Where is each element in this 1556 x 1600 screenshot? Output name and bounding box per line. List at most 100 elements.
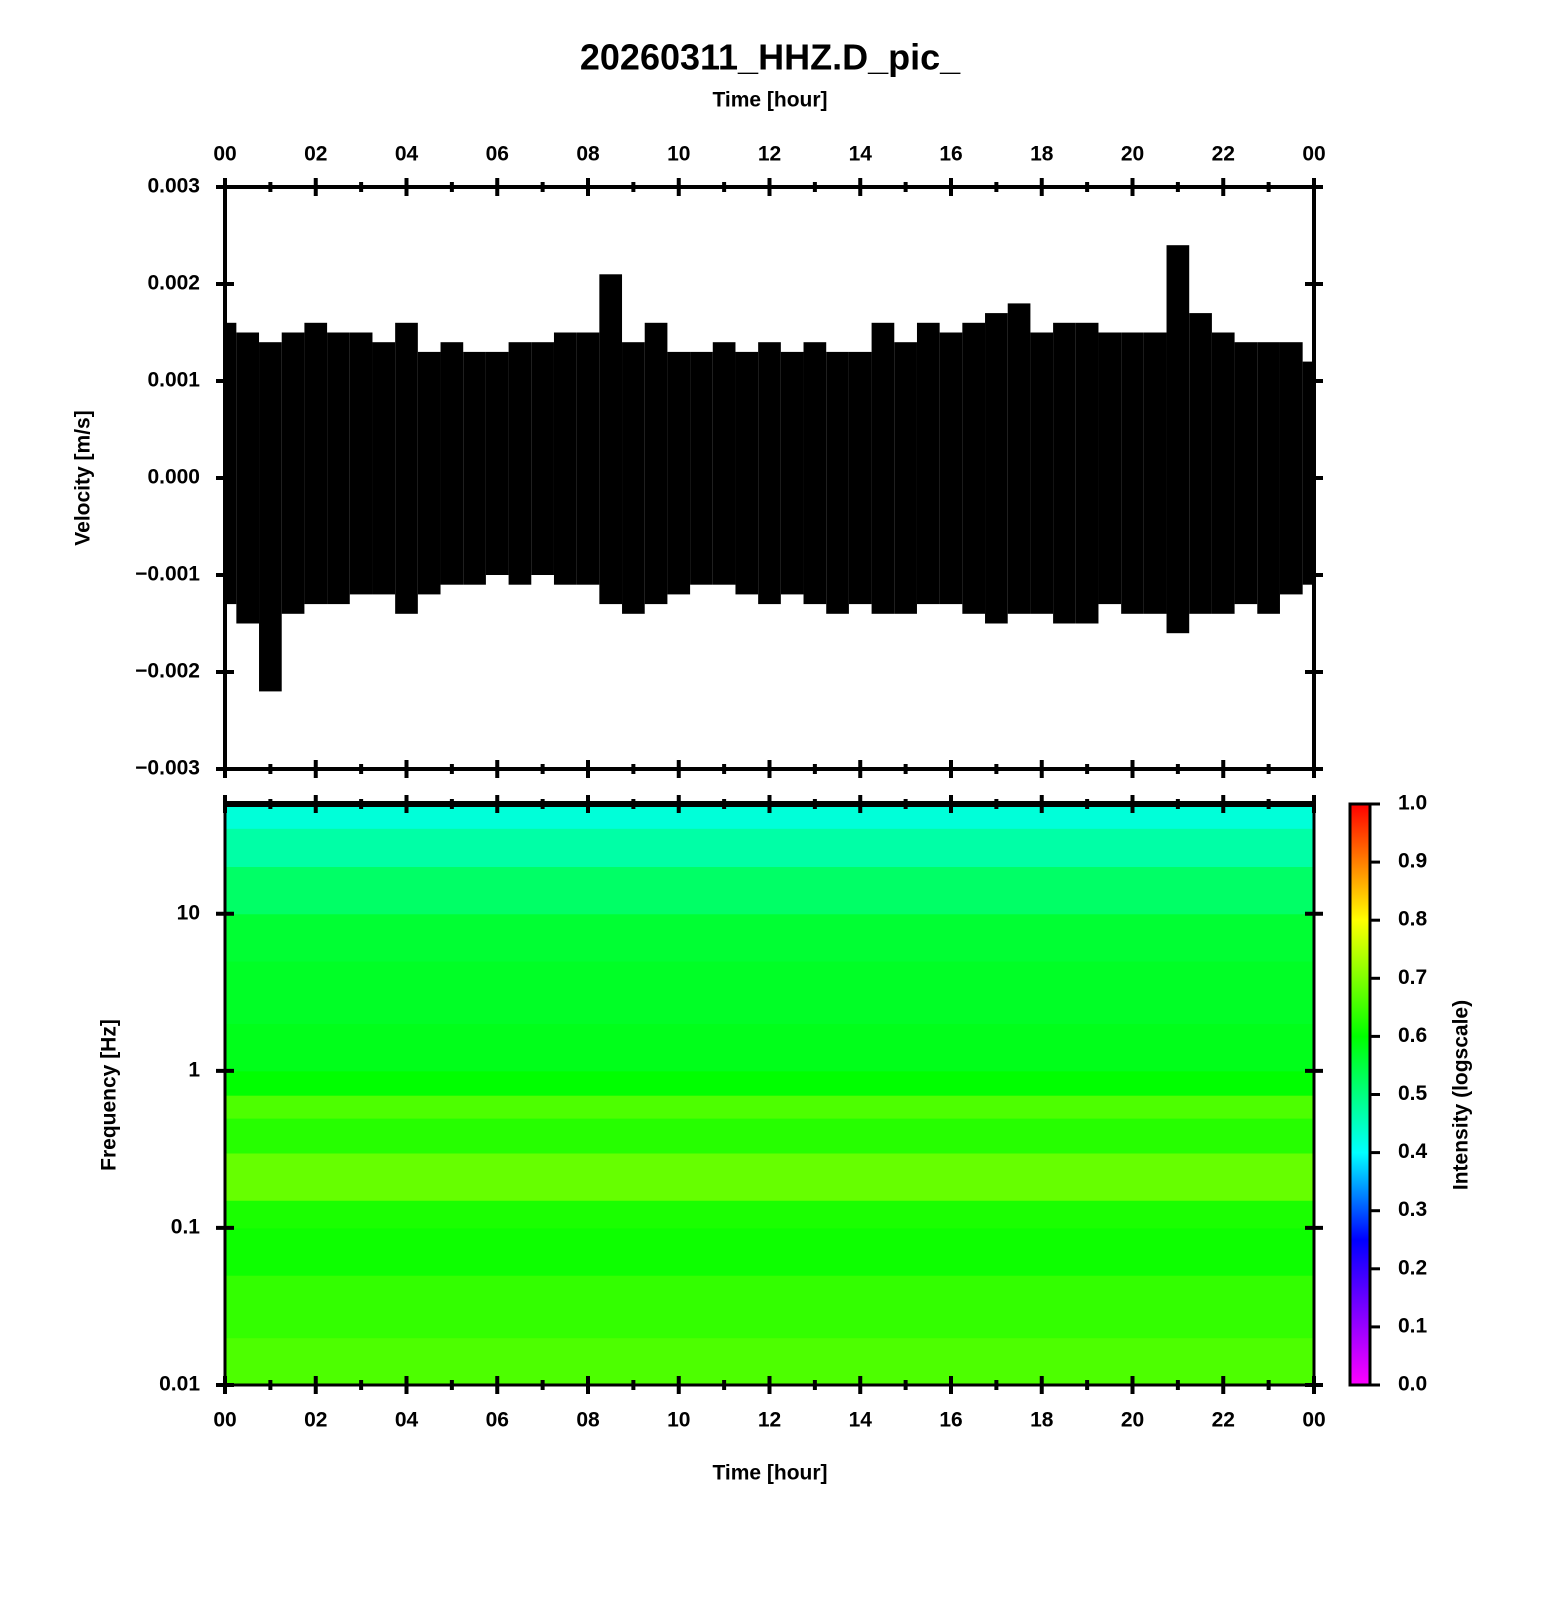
waveform-envelope xyxy=(372,342,396,595)
y-tick-label: 0.002 xyxy=(147,272,200,295)
waveform-envelope xyxy=(259,342,282,692)
x-tick-label: 16 xyxy=(939,1409,962,1432)
waveform-envelope xyxy=(1143,332,1167,614)
waveform-envelope xyxy=(1234,342,1258,605)
waveform-envelope xyxy=(758,342,781,605)
waveform-envelope xyxy=(826,351,849,614)
x-tick-label: 06 xyxy=(486,1409,509,1432)
x-tick-label: 20 xyxy=(1121,1409,1144,1432)
colorbar-tick-label: 0.5 xyxy=(1398,1082,1428,1105)
waveform-envelope xyxy=(735,351,759,595)
waveform-envelope xyxy=(485,351,509,575)
y-tick-label: 10 xyxy=(177,901,200,924)
spectrogram-band xyxy=(225,828,1314,868)
x-tick-label: 00 xyxy=(213,1409,236,1432)
x-tick-label: 16 xyxy=(939,143,962,166)
waveform-envelope xyxy=(236,332,260,624)
y-tick-label: −0.001 xyxy=(135,563,200,586)
waveform-envelope xyxy=(712,342,736,585)
colorbar-tick-label: 0.2 xyxy=(1398,1256,1427,1279)
x-tick-label: 08 xyxy=(576,143,600,166)
waveform-envelope xyxy=(417,351,441,595)
y-axis-label: Frequency [Hz] xyxy=(98,1019,121,1171)
x-axis-label: Time [hour] xyxy=(712,1462,827,1485)
spectrogram-band xyxy=(225,1023,1314,1072)
spectrogram-band xyxy=(225,1227,1314,1276)
spectrogram-band xyxy=(225,1095,1314,1119)
waveform-envelope xyxy=(531,342,554,575)
waveform-envelope xyxy=(780,351,804,595)
x-tick-label: 22 xyxy=(1212,1409,1235,1432)
colorbar xyxy=(1348,802,1372,1387)
x-tick-label: 04 xyxy=(395,1409,419,1432)
waveform-envelope xyxy=(916,322,940,605)
waveform-envelope xyxy=(1053,322,1076,624)
colorbar-tick-label: 0.6 xyxy=(1398,1024,1427,1047)
y-tick-label: 0.003 xyxy=(147,175,200,198)
waveform-envelope xyxy=(848,351,872,605)
waveform-envelope xyxy=(803,342,827,605)
waveform-envelope xyxy=(667,351,691,595)
spectrogram-band xyxy=(225,961,1314,1025)
waveform-envelope xyxy=(1007,303,1031,614)
x-tick-label: 04 xyxy=(395,143,419,166)
waveform-envelope xyxy=(1211,332,1235,614)
colorbar-tick-label: 0.7 xyxy=(1398,966,1427,989)
waveform-envelope xyxy=(327,332,350,605)
waveform-envelope xyxy=(1166,245,1190,634)
plot-frame xyxy=(223,185,1316,771)
x-tick-label: 10 xyxy=(667,1409,690,1432)
y-tick-label: −0.002 xyxy=(135,660,200,683)
waveform-envelope xyxy=(395,322,418,614)
waveform-envelope xyxy=(304,322,328,605)
waveform-envelope xyxy=(576,332,600,585)
chart-title: 20260311_HHZ.D_pic_ xyxy=(580,37,961,78)
top-x-axis-label: Time [hour] xyxy=(712,89,827,112)
waveform-envelope xyxy=(644,322,668,605)
x-tick-label: 14 xyxy=(849,143,873,166)
x-tick-label: 12 xyxy=(758,143,781,166)
colorbar-tick-label: 0.1 xyxy=(1398,1314,1428,1337)
x-tick-label: 08 xyxy=(576,1409,600,1432)
x-tick-label: 06 xyxy=(486,143,509,166)
x-tick-label: 20 xyxy=(1121,143,1144,166)
waveform-envelope xyxy=(225,322,237,605)
y-tick-label: 0.000 xyxy=(147,466,200,489)
x-tick-label: 10 xyxy=(667,143,690,166)
x-tick-label: 00 xyxy=(1302,143,1325,166)
waveform-envelope xyxy=(894,342,917,614)
y-axis-label: Velocity [m/s] xyxy=(72,410,95,545)
spectrogram-band xyxy=(225,1118,1314,1154)
waveform-envelope xyxy=(599,274,623,605)
spectrogram-band xyxy=(225,1070,1314,1096)
spectrogram-band xyxy=(225,1275,1314,1339)
waveform-envelope xyxy=(463,351,486,585)
spectrogram-band xyxy=(225,866,1314,915)
waveform-envelope xyxy=(349,332,373,595)
spectrogram-band xyxy=(225,1152,1314,1201)
waveform-envelope xyxy=(962,322,986,614)
colorbar-tick-label: 1.0 xyxy=(1398,792,1427,815)
waveform-envelope xyxy=(1302,361,1314,585)
x-tick-label: 22 xyxy=(1212,143,1235,166)
waveform-envelope xyxy=(985,313,1008,624)
colorbar-tick-label: 0.0 xyxy=(1398,1373,1427,1396)
waveform-envelope xyxy=(690,351,713,585)
waveform-envelope xyxy=(508,342,532,585)
waveform-envelope xyxy=(1098,332,1122,605)
y-tick-label: 1 xyxy=(188,1058,200,1081)
waveform-envelope xyxy=(440,342,464,585)
waveform-envelope xyxy=(1075,322,1099,624)
colorbar-tick-label: 0.4 xyxy=(1398,1140,1428,1163)
x-tick-label: 02 xyxy=(304,143,327,166)
y-tick-label: −0.003 xyxy=(135,757,200,780)
x-tick-label: 00 xyxy=(1302,1409,1325,1432)
waveform-envelope xyxy=(1189,313,1212,614)
spectrogram-band xyxy=(225,1200,1314,1229)
waveform-envelope xyxy=(281,332,305,614)
waveform-envelope xyxy=(1257,342,1280,614)
waveform-envelope xyxy=(939,332,963,605)
spectrogram-band xyxy=(225,913,1314,962)
waveform-envelope xyxy=(553,332,577,585)
